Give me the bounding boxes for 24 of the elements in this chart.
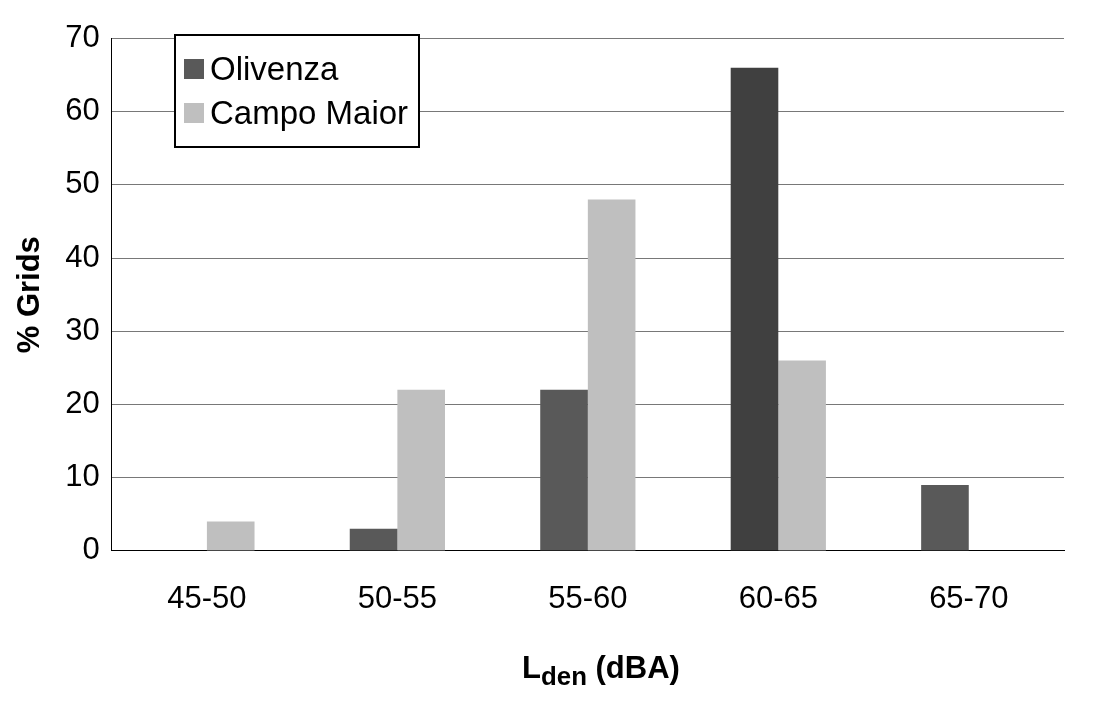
- bar: [778, 360, 826, 551]
- bar: [206, 521, 255, 551]
- y-axis-title: % Grids: [11, 236, 47, 354]
- bar: [921, 484, 969, 551]
- y-tick-label: 70: [65, 19, 100, 55]
- y-tick-label: 20: [65, 385, 100, 420]
- y-tick-label: 30: [65, 311, 100, 347]
- y-tick-label: 40: [65, 238, 100, 274]
- x-tick-label: 55-60: [548, 579, 628, 615]
- x-tick-label: 50-55: [357, 579, 438, 615]
- legend-label: Campo Maior: [210, 94, 409, 132]
- bar: [397, 389, 445, 551]
- x-tick-label: 65-70: [929, 579, 1009, 615]
- x-tick-label: 45-50: [167, 579, 247, 615]
- x-axis-title: L$_{den}$ (dBA): [521, 650, 681, 692]
- y-tick-label: 10: [65, 458, 100, 494]
- x-tick-label: 60-65: [738, 579, 818, 615]
- bar: [587, 199, 636, 551]
- y-tick-label: 0: [82, 531, 100, 567]
- legend-label: Olivenza: [210, 50, 339, 88]
- y-tick-label: 50: [65, 165, 100, 201]
- bar: [730, 67, 779, 551]
- bar: [349, 528, 398, 551]
- y-tick-label: 60: [65, 92, 100, 128]
